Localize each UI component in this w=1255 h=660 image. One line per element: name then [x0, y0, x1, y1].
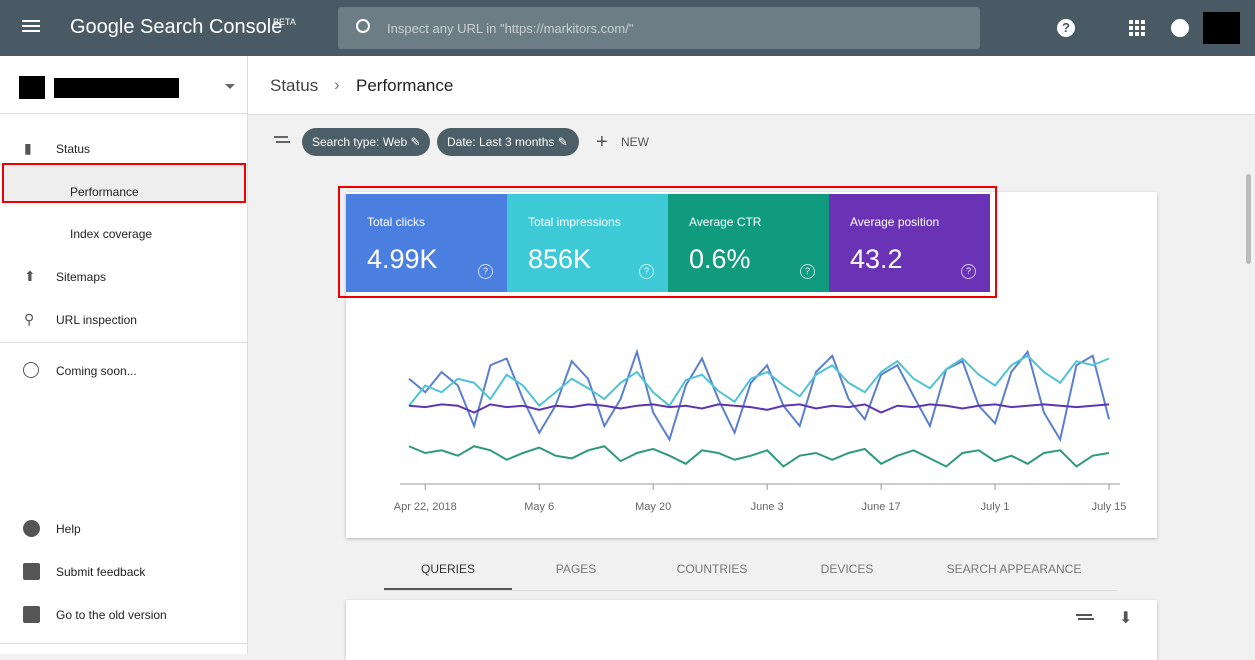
metric-card[interactable]: Average CTR 0.6%? — [668, 194, 829, 292]
x-tick-label: May 20 — [635, 501, 671, 513]
filter-icon[interactable] — [1076, 614, 1092, 616]
tab-divider — [384, 590, 1117, 591]
nav-item[interactable]: Index coverage — [70, 227, 153, 241]
table-card: ⬇ — [346, 600, 1157, 660]
search-placeholder: Inspect any URL in "https://markitors.co… — [387, 21, 634, 36]
divider — [0, 643, 247, 644]
nav-item[interactable]: Help — [56, 522, 81, 536]
chip-label: Date: Last 3 months — [447, 135, 555, 149]
nav-item[interactable]: Go to the old version — [56, 608, 167, 622]
line-series — [408, 403, 1110, 414]
metric-label: Total impressions — [528, 215, 621, 229]
nav-item[interactable]: URL inspection — [56, 313, 137, 327]
help-icon[interactable]: ? — [1057, 19, 1075, 37]
nav-item[interactable]: Submit feedback — [56, 565, 146, 579]
filter-chip[interactable]: Date: Last 3 months ✎ — [437, 128, 579, 156]
metric-card[interactable]: Total impressions 856K? — [507, 194, 668, 292]
tab[interactable]: COUNTRIES — [676, 562, 748, 576]
tab[interactable]: DEVICES — [820, 562, 874, 576]
help-icon[interactable]: ? — [639, 264, 654, 279]
search-icon — [356, 19, 370, 33]
nav-icon — [23, 520, 40, 537]
nav-icon: ▮ — [24, 140, 32, 156]
x-tick-label: July 1 — [981, 501, 1010, 513]
x-tick-label: July 15 — [1092, 501, 1127, 513]
sidebar: ▮ Status Performance Index coverage ⬆ Sitemap… — [0, 56, 248, 654]
search-box[interactable]: Inspect any URL in "https://markitors.co… — [338, 7, 980, 49]
line-series — [408, 354, 1110, 408]
tab-indicator — [384, 588, 512, 590]
breadcrumb[interactable]: Status — [270, 76, 319, 95]
metric-label: Average CTR — [689, 215, 762, 229]
redacted — [54, 78, 179, 98]
breadcrumb-current: Performance — [356, 76, 454, 95]
metric-value: 856K — [528, 244, 592, 274]
nav-icon: ⬆ — [24, 268, 36, 284]
filter-chip[interactable]: Search type: Web ✎ — [302, 128, 430, 156]
divider — [0, 113, 247, 114]
redacted-avatar — [1203, 12, 1240, 44]
metric-value: 0.6% — [689, 244, 751, 274]
nav-icon: ⚲ — [24, 311, 35, 327]
redacted — [19, 76, 45, 99]
apps-icon[interactable] — [1129, 20, 1133, 24]
download-icon[interactable]: ⬇ — [1119, 610, 1133, 627]
nav-icon — [23, 563, 40, 580]
menu-icon[interactable] — [22, 20, 40, 22]
nav-item[interactable]: Performance — [70, 185, 139, 199]
metric-value: 43.2 — [850, 244, 903, 274]
top-bar: Google Search Console BETA Inspect any U… — [0, 0, 1255, 56]
metric-label: Average position — [850, 215, 940, 229]
highlight-box — [338, 186, 997, 298]
tab[interactable]: QUERIES — [420, 562, 476, 576]
notifications-icon[interactable] — [1171, 19, 1189, 37]
nav-item[interactable]: Coming soon... — [56, 364, 137, 378]
x-tick-label: June 3 — [751, 501, 784, 513]
help-icon[interactable]: ? — [478, 264, 493, 279]
selected-highlight — [2, 163, 246, 203]
metric-card[interactable]: Average position 43.2? — [829, 194, 990, 292]
x-tick-label: June 17 — [862, 501, 901, 513]
nav-icon — [23, 606, 40, 623]
metric-value: 4.99K — [367, 244, 438, 274]
nav-item[interactable]: Status — [56, 142, 91, 156]
nav-icon — [23, 362, 39, 378]
metric-card[interactable]: Total clicks 4.99K? — [346, 194, 507, 292]
help-icon[interactable]: ? — [800, 264, 815, 279]
chip-label: Search type: Web — [312, 135, 408, 149]
line-series — [408, 445, 1110, 468]
breadcrumb-bar: Status › Performance — [248, 56, 1255, 115]
filter-icon[interactable] — [274, 136, 288, 138]
new-button[interactable]: NEW — [621, 135, 649, 149]
separator: › — [334, 75, 340, 94]
plus-icon: + — [596, 131, 608, 153]
tab[interactable]: SEARCH APPEARANCE — [946, 562, 1082, 576]
x-tick-label: May 6 — [524, 501, 554, 513]
dropdown-arrow[interactable] — [225, 84, 235, 94]
beta-badge: BETA — [273, 17, 296, 27]
scrollbar — [1246, 174, 1251, 264]
help-icon[interactable]: ? — [961, 264, 976, 279]
metric-label: Total clicks — [367, 215, 426, 229]
divider — [0, 342, 247, 343]
line-series — [408, 348, 1110, 443]
app-title: Google Search Console — [70, 16, 283, 38]
nav-item[interactable]: Sitemaps — [56, 270, 107, 284]
tab[interactable]: PAGES — [555, 562, 597, 576]
x-tick-label: Apr 22, 2018 — [394, 501, 457, 513]
